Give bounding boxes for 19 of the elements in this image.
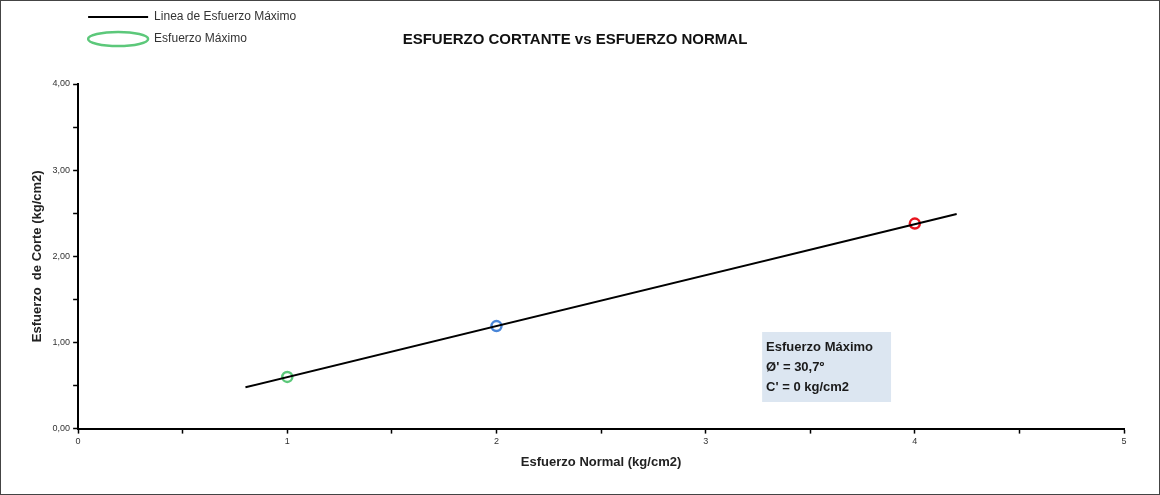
x-tick-label: 1 [284, 436, 290, 447]
annotation: Ø' = 30,7º [766, 358, 825, 374]
chart-title: ESFUERZO CORTANTE vs ESFUERZO NORMAL [402, 30, 748, 48]
legend-label: Esfuerzo Máximo [154, 31, 248, 46]
y-axis-title: Esfuerzo de Corte (kg/cm2) [29, 170, 45, 343]
y-tick-label: 0,00 [52, 423, 71, 434]
legend-label: Linea de Esfuerzo Máximo [154, 9, 297, 24]
x-tick-label: 2 [493, 436, 499, 447]
x-tick-label: 0 [75, 436, 81, 447]
x-axis-title: Esfuerzo Normal (kg/cm2) [520, 453, 682, 469]
x-tick-label: 3 [703, 436, 709, 447]
y-tick-label: 2,00 [52, 250, 71, 261]
annotation: C' = 0 kg/cm2 [766, 378, 850, 394]
y-tick-label: 1,00 [52, 336, 71, 347]
x-tick-label: 4 [912, 436, 918, 447]
annotation: Esfuerzo Máximo [766, 338, 874, 354]
y-tick-label: 4,00 [52, 78, 71, 89]
x-tick-label: 5 [1121, 436, 1127, 447]
y-tick-label: 3,00 [52, 164, 71, 175]
